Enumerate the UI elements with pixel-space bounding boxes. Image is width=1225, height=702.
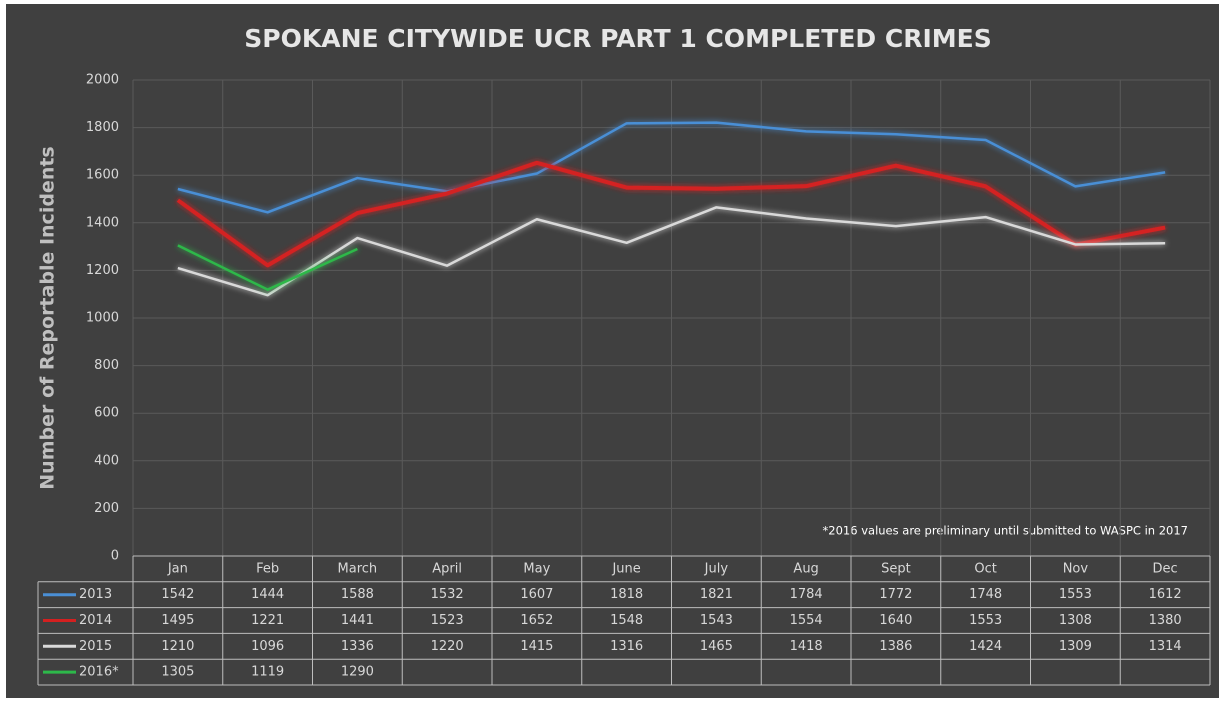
legend-label: 2016* <box>79 665 119 680</box>
table-value: 1221 <box>251 613 284 628</box>
x-tick-label: March <box>338 561 378 576</box>
table-value: 1784 <box>790 587 823 602</box>
table-value: 1554 <box>790 613 823 628</box>
table-value: 1386 <box>879 639 912 654</box>
table-value: 1444 <box>251 587 284 602</box>
y-tick-label: 1800 <box>86 120 119 135</box>
x-tick-label: Feb <box>256 561 279 576</box>
legend-label: 2014 <box>79 613 112 628</box>
table-value: 1415 <box>520 639 553 654</box>
table-value: 1441 <box>341 613 374 628</box>
table-value: 1652 <box>520 613 553 628</box>
table-value: 1640 <box>879 613 912 628</box>
annotation: *2016 values are preliminary until submi… <box>823 524 1188 538</box>
table-value: 1818 <box>610 587 643 602</box>
series-line <box>177 206 1166 297</box>
table-value: 1380 <box>1149 613 1182 628</box>
x-tick-label: May <box>523 561 550 576</box>
y-tick-label: 1000 <box>86 311 119 326</box>
table-value: 1821 <box>700 587 733 602</box>
x-tick-label: Jan <box>167 561 188 576</box>
table-value: 1316 <box>610 639 643 654</box>
table-value: 1220 <box>431 639 464 654</box>
y-tick-label: 1400 <box>86 215 119 230</box>
series-line <box>177 244 358 291</box>
table-value: 1495 <box>161 613 194 628</box>
y-tick-label: 800 <box>94 358 119 373</box>
y-tick-label: 2000 <box>86 73 119 88</box>
y-tick-label: 0 <box>111 549 119 564</box>
table-value: 1553 <box>1059 587 1092 602</box>
x-tick-label: Nov <box>1063 561 1089 576</box>
x-tick-label: June <box>611 561 640 576</box>
legend-label: 2015 <box>79 639 112 654</box>
table-value: 1523 <box>431 613 464 628</box>
x-tick-label: Dec <box>1153 561 1178 576</box>
x-tick-label: Sept <box>881 561 911 576</box>
table-value: 1553 <box>969 613 1002 628</box>
table-value: 1748 <box>969 587 1002 602</box>
table-value: 1548 <box>610 613 643 628</box>
series-line <box>177 121 1166 214</box>
y-tick-label: 1200 <box>86 263 119 278</box>
table-value: 1336 <box>341 639 374 654</box>
table-value: 1607 <box>520 587 553 602</box>
series-line <box>176 160 1166 268</box>
x-tick-label: Aug <box>793 561 818 576</box>
chart-title: SPOKANE CITYWIDE UCR PART 1 COMPLETED CR… <box>244 24 991 53</box>
table-value: 1305 <box>161 665 194 680</box>
table-value: 1119 <box>251 665 284 680</box>
table-value: 1210 <box>161 639 194 654</box>
x-tick-label: Oct <box>974 561 996 576</box>
table-value: 1612 <box>1149 587 1182 602</box>
x-tick-label: July <box>704 561 729 576</box>
table-value: 1314 <box>1149 639 1182 654</box>
y-tick-label: 400 <box>94 453 119 468</box>
table-value: 1543 <box>700 613 733 628</box>
table-value: 1290 <box>341 665 374 680</box>
table-value: 1418 <box>790 639 823 654</box>
y-axis-label: Number of Reportable Incidents <box>37 146 59 489</box>
y-tick-label: 600 <box>94 406 119 421</box>
table-value: 1542 <box>161 587 194 602</box>
y-tick-label: 1600 <box>86 168 119 183</box>
table-value: 1465 <box>700 639 733 654</box>
table-value: 1308 <box>1059 613 1092 628</box>
table-value: 1588 <box>341 587 374 602</box>
table-value: 1772 <box>879 587 912 602</box>
y-tick-label: 200 <box>94 501 119 516</box>
table-value: 1096 <box>251 639 284 654</box>
table-value: 1424 <box>969 639 1002 654</box>
table-value: 1309 <box>1059 639 1092 654</box>
legend-label: 2013 <box>79 587 112 602</box>
x-tick-label: April <box>432 561 462 576</box>
table-value: 1532 <box>431 587 464 602</box>
background <box>6 4 1219 698</box>
